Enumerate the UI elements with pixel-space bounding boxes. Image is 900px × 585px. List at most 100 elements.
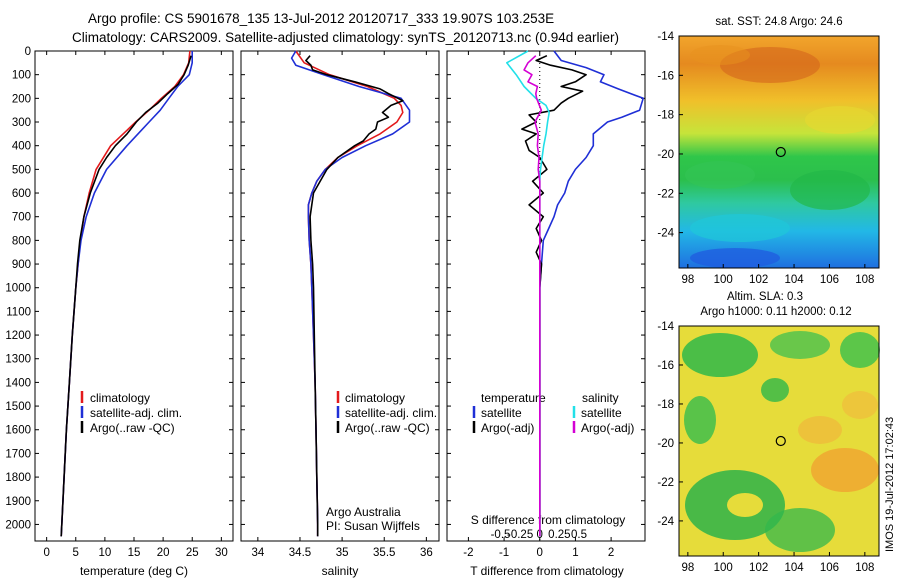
lat-tick-label: -22 — [657, 477, 674, 489]
depth-tick-label: 1400 — [5, 377, 31, 389]
depth-tick-label: 700 — [12, 212, 31, 224]
legend-label-s-argo: Argo(-adj) — [581, 421, 634, 435]
x-tick-label: 34 — [251, 547, 264, 559]
depth-tick-label: 300 — [12, 117, 31, 129]
depth-tick-label: 900 — [12, 259, 31, 271]
legend-label-climatology: climatology — [90, 391, 150, 405]
lat-tick-label: -14 — [657, 321, 674, 333]
legend-heading-temperature: temperature — [481, 391, 546, 405]
x-tick-label: 0 — [537, 547, 543, 559]
temperature-plot: 0100200300400500600700800900100011001200… — [5, 46, 233, 559]
lon-tick-label: 102 — [749, 274, 768, 286]
legend-label-s-satellite: satellite — [581, 406, 622, 420]
depth-tick-label: 400 — [12, 141, 31, 153]
depth-tick-label: 1600 — [5, 425, 31, 437]
sla-green-eddy — [770, 331, 830, 359]
lon-tick-label: 106 — [820, 274, 839, 286]
x-tick-label: 15 — [128, 547, 141, 559]
differences-panel — [446, 50, 646, 542]
x-tick-label: 25 — [186, 547, 199, 559]
sla-green-eddy — [761, 378, 789, 402]
argo-position-marker — [775, 435, 786, 447]
sla-orange-patch — [811, 448, 879, 492]
legend-label-argo: Argo(..raw -QC) — [345, 421, 430, 435]
series-line-argo-adj- — [523, 55, 543, 537]
s-tick-label: 0.5 — [571, 529, 587, 541]
x-tick-label: -2 — [463, 547, 473, 559]
argo-position-marker — [775, 146, 786, 158]
sla-green-eddy — [682, 333, 758, 377]
salinity-legend: climatology satellite-adj. clim. Argo(..… — [336, 391, 437, 435]
header-line-2: Climatology: CARS2009. Satellite-adjuste… — [72, 30, 619, 45]
depth-tick-label: 1800 — [5, 472, 31, 484]
salinity-plot: 34 34.5 35 35.5 36 — [241, 50, 439, 559]
depth-tick-label: 500 — [12, 164, 31, 176]
salinity-annotation-line-2: PI: Susan Wijffels — [326, 519, 420, 533]
sst-map-axes: 98 100 102 104 106 108 -14 -16 -18 -20 -22 -24 — [657, 31, 874, 286]
sla-yellow-core — [727, 493, 763, 517]
sst-green-patch — [790, 170, 870, 210]
legend-label-t-argo: Argo(-adj) — [481, 421, 534, 435]
series-line-argo-raw-qc- — [305, 55, 404, 537]
header-line-1: Argo profile: CS 5901678_135 13-Jul-2012… — [88, 11, 554, 26]
depth-tick-label: 1900 — [5, 496, 31, 508]
lat-tick-label: -18 — [657, 399, 674, 411]
sla-orange-patch — [798, 416, 842, 444]
legend-label-satellite: satellite-adj. clim. — [90, 406, 182, 420]
x-tick-label: 0 — [43, 547, 49, 559]
x-tick-label: -1 — [499, 547, 509, 559]
sla-green-eddy — [840, 332, 880, 368]
x-tick-label: 2 — [608, 547, 614, 559]
sla-map-title: Altim. SLA: 0.3 — [727, 291, 803, 303]
sla-map-axes: 98 100 102 104 106 108 -14 -16 -18 -20 -22 -24 — [657, 321, 874, 574]
lat-tick-label: -14 — [657, 31, 674, 43]
differences-legend: temperature satellite Argo(-adj) salinit… — [472, 391, 634, 435]
lon-tick-label: 102 — [749, 562, 768, 574]
lat-tick-label: -24 — [657, 516, 674, 528]
depth-tick-label: 1100 — [6, 306, 31, 318]
side-stamp: IMOS 19-Jul-2012 17:02:43 — [884, 417, 896, 552]
x-tick-label: 20 — [157, 547, 170, 559]
series-line-argo-raw-qc- — [60, 55, 192, 537]
lon-tick-label: 100 — [714, 274, 733, 286]
s-tick-label: 0.25 — [548, 529, 570, 541]
sst-blue-patch — [690, 248, 780, 268]
depth-tick-label: 0 — [25, 46, 31, 58]
lon-tick-label: 108 — [855, 274, 874, 286]
x-tick-label: 36 — [420, 547, 433, 559]
lon-tick-label: 104 — [784, 562, 804, 574]
depth-tick-label: 2000 — [5, 519, 31, 531]
sla-map-frame — [678, 325, 880, 557]
temperature-panel — [34, 50, 234, 542]
sst-green-patch — [685, 161, 755, 189]
sla-green-eddy — [684, 396, 716, 444]
depth-tick-label: 600 — [12, 188, 31, 200]
lon-tick-label: 104 — [784, 274, 804, 286]
sla-map — [679, 326, 880, 556]
depth-tick-label: 100 — [12, 70, 31, 82]
x-tick-label: 5 — [73, 547, 79, 559]
temperature-legend: climatology satellite-adj. clim. Argo(..… — [80, 391, 182, 435]
temperature-xlabel: temperature (deg C) — [80, 564, 188, 578]
depth-tick-label: 200 — [12, 93, 31, 105]
lon-tick-label: 98 — [681, 562, 694, 574]
sst-yellow-patch — [805, 106, 875, 134]
sla-green-eddy — [765, 508, 835, 552]
depth-tick-label: 1700 — [5, 448, 31, 460]
depth-tick-label: 800 — [12, 235, 31, 247]
depth-tick-label: 1200 — [5, 330, 31, 342]
legend-label-argo: Argo(..raw -QC) — [90, 421, 175, 435]
x-tick-label: 35.5 — [373, 547, 395, 559]
x-tick-label: 35 — [336, 547, 349, 559]
lon-tick-label: 106 — [820, 562, 839, 574]
x-tick-label: 10 — [98, 547, 111, 559]
lat-tick-label: -20 — [657, 438, 674, 450]
sst-map-title: sat. SST: 24.8 Argo: 24.6 — [715, 16, 842, 28]
s-difference-label: S difference from climatology — [471, 513, 626, 527]
x-tick-label: 34.5 — [289, 547, 311, 559]
lon-tick-label: 108 — [855, 562, 874, 574]
salinity-panel — [240, 50, 440, 542]
depth-tick-label: 1500 — [5, 401, 31, 413]
